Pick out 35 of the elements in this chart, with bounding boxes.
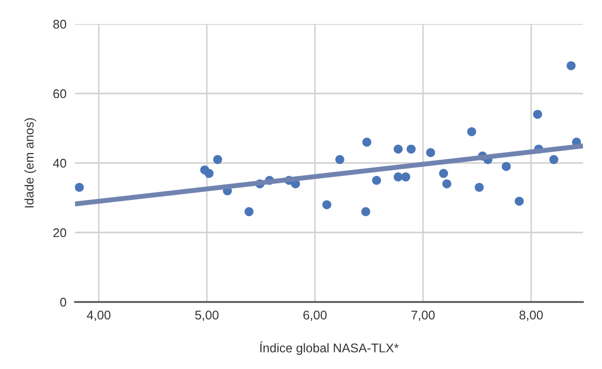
y-tick-label: 0 [60, 298, 66, 307]
point [322, 200, 332, 210]
point [502, 162, 511, 171]
point [213, 155, 222, 164]
point [566, 61, 576, 70]
point [549, 155, 558, 164]
point [335, 155, 344, 164]
x-tick-label: 7,00 [412, 310, 435, 321]
y-tick-label: 80 [53, 20, 66, 29]
point [394, 172, 403, 182]
y-axis-title: Idade (em anos) [24, 118, 36, 208]
point [474, 182, 484, 192]
point [204, 168, 214, 178]
point [401, 172, 410, 182]
x-tick-label: 5,00 [195, 310, 219, 321]
x-axis-title: Índice global NASA-TLX* [260, 341, 399, 355]
point [362, 138, 372, 147]
point [439, 168, 448, 178]
x-tick-label: 8,00 [520, 310, 543, 321]
point [361, 207, 370, 216]
point [426, 148, 436, 158]
point [442, 179, 452, 188]
point [244, 207, 254, 216]
y-tick-label: 20 [53, 228, 66, 238]
point [372, 176, 382, 185]
point [394, 144, 403, 154]
point [406, 144, 416, 154]
point [514, 196, 524, 206]
y-tick-label: 60 [53, 89, 66, 98]
y-tick-label: 40 [53, 158, 66, 168]
x-tick-label: 4,00 [86, 310, 110, 321]
point [467, 127, 476, 136]
point [75, 182, 84, 192]
point [533, 110, 542, 119]
x-tick-label: 6,00 [303, 310, 327, 321]
